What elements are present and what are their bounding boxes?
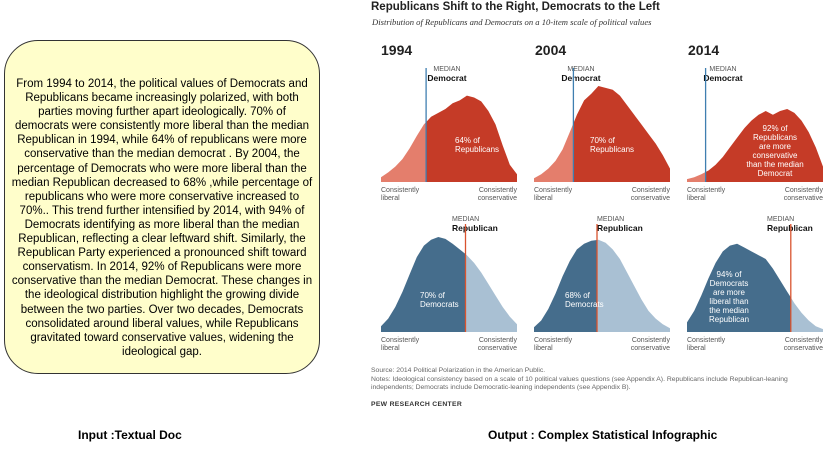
infographic-subtitle: Distribution of Republicans and Democrat… xyxy=(372,17,652,27)
median-party-text: Republican xyxy=(767,223,813,233)
chart-rep-1994 xyxy=(381,68,517,182)
median-small-text: MEDIAN xyxy=(567,66,595,73)
infographic-title: Republicans Shift to the Right, Democrat… xyxy=(371,1,660,13)
pct-line: the median xyxy=(709,306,749,315)
median-label-dem-1994: MEDIAN Democrat xyxy=(412,66,482,83)
axis-right-label: Consistently conservative xyxy=(783,187,823,202)
median-party-text: Republican xyxy=(597,223,643,233)
source-notes: Source: 2014 Political Polarization in t… xyxy=(371,367,831,393)
pct-text-2: Democrats xyxy=(420,300,459,309)
area-right-of-median xyxy=(705,109,823,182)
area-right-of-median xyxy=(465,254,517,332)
area-left-of-median xyxy=(534,123,574,182)
chart-dem-2014 xyxy=(687,224,823,332)
median-label-dem-2004: MEDIAN Democrat xyxy=(546,66,616,83)
pct-line: liberal than xyxy=(709,297,749,306)
input-text-box: From 1994 to 2014, the political values … xyxy=(4,40,320,374)
source-text: Source: 2014 Political Polarization in t… xyxy=(371,367,546,374)
pct-text-2: Republicans xyxy=(455,145,500,154)
axis-right-label: Consistently conservative xyxy=(477,187,517,202)
pct-line: 94% of xyxy=(716,270,742,279)
axis-right-label: Consistently conservative xyxy=(477,337,517,352)
median-party-text: Democrat xyxy=(703,73,743,83)
pct-line: Republican xyxy=(708,315,750,324)
area-left-of-median xyxy=(534,240,597,332)
chart-dem-1994 xyxy=(381,224,517,332)
axis-right-label: Consistently conservative xyxy=(630,337,670,352)
pct-label-dem-2014: 94% of Democrats are more liberal than t… xyxy=(698,270,760,324)
pct-text: 64% of xyxy=(455,136,480,145)
axis-left-label: Consistently liberal xyxy=(534,187,573,202)
median-label-rep-2004: MEDIAN Republican xyxy=(597,216,657,233)
pct-text: 68% of xyxy=(565,291,590,300)
area-left-of-median xyxy=(687,172,706,182)
area-right-of-median xyxy=(790,297,823,332)
median-small-text: MEDIAN xyxy=(597,216,625,223)
pct-label-dem-1994: 70% of Democrats xyxy=(420,291,459,309)
pct-text: 70% of xyxy=(590,136,615,145)
input-caption: Input :Textual Doc xyxy=(78,428,182,442)
pct-line: are more xyxy=(758,142,791,151)
axis-right-label: Consistently conservative xyxy=(630,187,670,202)
notes-text: Notes: Ideological consistency based on … xyxy=(371,375,788,392)
pct-text: 70% of xyxy=(420,291,445,300)
pct-label-rep-1994: 64% of Republicans xyxy=(455,136,499,154)
pct-line: than the median xyxy=(746,160,804,169)
area-left-of-median xyxy=(687,243,791,332)
pct-text-2: Republicans xyxy=(590,145,635,154)
axis-left-label: Consistently liberal xyxy=(687,337,726,352)
output-caption: Output : Complex Statistical Infographic xyxy=(488,428,718,442)
median-small-text: MEDIAN xyxy=(452,216,480,223)
year-label-2014: 2014 xyxy=(688,42,720,58)
median-label-rep-2014: MEDIAN Republican xyxy=(767,216,827,233)
area-right-of-median xyxy=(426,95,517,182)
pct-label-rep-2004: 70% of Republicans xyxy=(590,136,634,154)
median-party-text: Democrat xyxy=(427,73,467,83)
pct-line: 92% of xyxy=(762,124,788,133)
median-label-dem-2014: MEDIAN Democrat xyxy=(688,66,758,83)
chart-rep-2014 xyxy=(687,68,823,182)
median-party-text: Republican xyxy=(452,223,498,233)
axis-left-label: Consistently liberal xyxy=(687,187,726,202)
pct-line: Democrat xyxy=(757,169,793,178)
axis-left-label: Consistently liberal xyxy=(381,337,420,352)
axis-right-label: Consistently conservative xyxy=(783,337,823,352)
chart-dem-2004 xyxy=(534,224,670,332)
pct-line: Democrats xyxy=(709,279,749,288)
axis-left-label: Consistently liberal xyxy=(381,187,420,202)
axis-left-label: Consistently liberal xyxy=(534,337,573,352)
median-label-rep-1994: MEDIAN Republican xyxy=(452,216,512,233)
year-label-1994: 1994 xyxy=(381,42,413,58)
year-label-2004: 2004 xyxy=(535,42,567,58)
pct-line: conservative xyxy=(752,151,798,160)
input-text: From 1994 to 2014, the political values … xyxy=(11,78,313,358)
pct-text-2: Democrats xyxy=(565,300,604,309)
pct-line: are more xyxy=(712,288,745,297)
median-party-text: Democrat xyxy=(561,73,601,83)
chart-rep-2004 xyxy=(534,68,670,182)
pct-label-dem-2004: 68% of Democrats xyxy=(565,291,604,309)
median-small-text: MEDIAN xyxy=(709,66,737,73)
area-right-of-median xyxy=(597,239,670,332)
area-left-of-median xyxy=(381,237,466,332)
median-small-text: MEDIAN xyxy=(767,216,795,223)
median-small-text: MEDIAN xyxy=(433,66,461,73)
area-left-of-median xyxy=(381,122,427,182)
pct-line: Republicans xyxy=(752,133,798,142)
pct-label-rep-2014: 92% of Republicans are more conservative… xyxy=(740,124,810,178)
org-credit: PEW RESEARCH CENTER xyxy=(371,401,463,408)
area-right-of-median xyxy=(573,86,670,182)
